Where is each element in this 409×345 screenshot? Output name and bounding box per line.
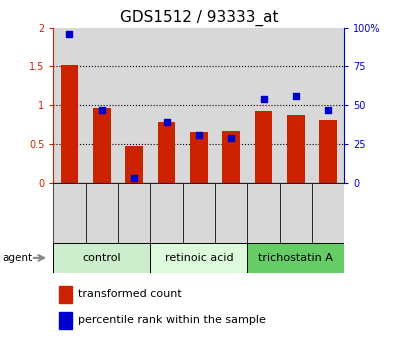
Bar [150,28,182,183]
Point [324,107,331,112]
Bar [59,286,72,303]
Point [195,132,202,138]
Bar [157,121,175,183]
Bar [125,146,143,183]
Bar [189,132,207,183]
Bar [150,183,182,243]
Bar [118,28,150,183]
Bar [286,115,304,183]
Bar [279,183,311,243]
Bar [311,28,344,183]
Bar [118,183,150,243]
Bar [247,183,279,243]
Bar [93,108,110,183]
Bar [182,183,214,243]
Bar [85,28,118,183]
Bar [53,243,150,273]
Point [163,120,169,125]
Text: transformed count: transformed count [78,289,181,299]
Bar [319,120,336,183]
Bar [61,65,78,183]
Point [66,31,72,37]
Bar [150,243,247,273]
Point [260,96,266,102]
Point [130,176,137,181]
Title: GDS1512 / 93333_at: GDS1512 / 93333_at [119,10,277,26]
Bar [85,183,118,243]
Point [98,107,105,112]
Text: percentile rank within the sample: percentile rank within the sample [78,315,265,325]
Bar [311,183,344,243]
Bar [247,243,344,273]
Bar [214,28,247,183]
Text: retinoic acid: retinoic acid [164,253,233,263]
Bar [254,111,272,183]
Text: control: control [82,253,121,263]
Bar [247,28,279,183]
Bar [214,183,247,243]
Bar [59,312,72,329]
Text: trichostatin A: trichostatin A [258,253,333,263]
Bar [53,28,85,183]
Text: agent: agent [3,253,33,263]
Bar [182,28,214,183]
Bar [222,131,240,183]
Bar [53,183,85,243]
Point [227,135,234,141]
Bar [279,28,311,183]
Point [292,93,299,99]
